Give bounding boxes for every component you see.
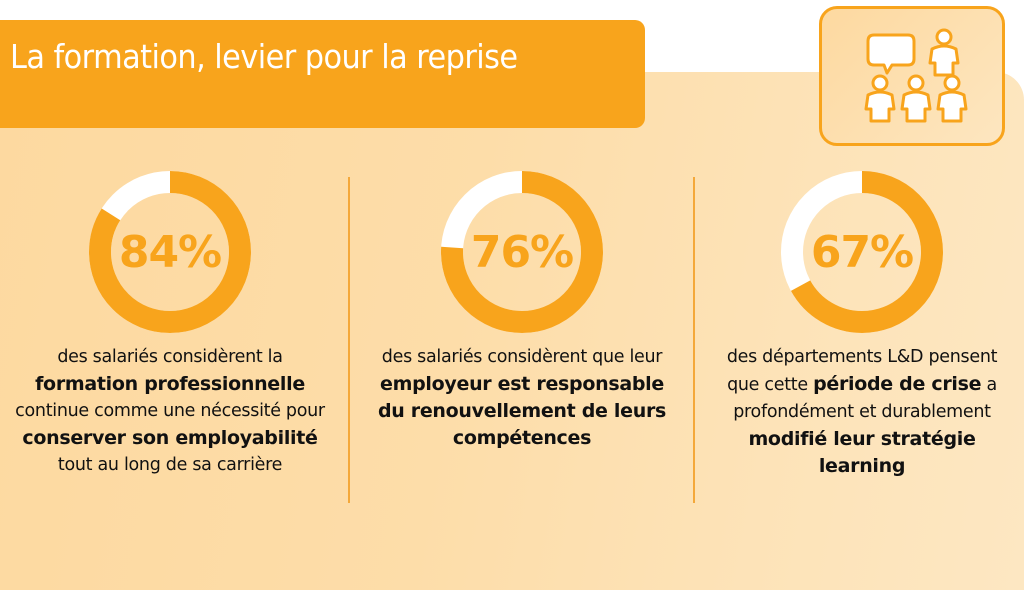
desc-text: a [981, 375, 997, 395]
stat-card-2: 76% des salariés considèrent que leur em… [352, 170, 692, 452]
stat-value: 76% [470, 226, 574, 278]
desc-text-bold: période de crise [813, 373, 982, 395]
desc-line-bold: conserver son employabilité [22, 427, 318, 449]
desc-line: continue comme une nécessité pour [15, 401, 325, 421]
desc-line-bold: formation professionnelle [35, 373, 305, 395]
donut-ring [89, 171, 251, 333]
desc-line-bold: compétences [452, 427, 592, 449]
column-divider [348, 177, 350, 503]
people-discussion-icon [864, 28, 968, 123]
desc-line: des départements L&D pensent [726, 347, 998, 367]
column-divider [693, 177, 695, 503]
stat-card-1: 84% des salariés considèrent la formatio… [0, 170, 340, 479]
stat-description: des départements L&D pensent que cette p… [692, 344, 1024, 480]
desc-line-bold: modifié leur stratégie [748, 428, 976, 450]
desc-line: profondément et durablement [733, 402, 991, 422]
desc-line-bold: du renouvellement de leurs [377, 400, 667, 422]
donut-chart-76: 76% [440, 170, 604, 334]
stat-card-3: 67% des départements L&D pensent que cet… [692, 170, 1024, 480]
desc-line-bold: learning [818, 455, 906, 477]
desc-line-bold: employeur est responsable [380, 373, 664, 395]
desc-line: des salariés considèrent la [57, 347, 283, 367]
desc-text: que cette [727, 375, 814, 395]
title-banner: La formation, levier pour la reprise [0, 20, 645, 128]
stat-value: 67% [810, 226, 914, 278]
desc-line: tout au long de sa carrière [57, 455, 283, 475]
donut-chart-67: 67% [780, 170, 944, 334]
donut-ring [441, 171, 603, 333]
page-title: La formation, levier pour la reprise [10, 37, 518, 77]
desc-line-mixed: que cette période de crise a [692, 371, 1024, 399]
stat-description: des salariés considèrent que leur employ… [352, 344, 692, 452]
stat-value: 84% [118, 226, 222, 278]
stat-description: des salariés considèrent la formation pr… [0, 344, 340, 479]
desc-line: des salariés considèrent que leur [381, 347, 663, 367]
icon-box [819, 6, 1005, 146]
donut-ring [781, 171, 943, 333]
donut-chart-84: 84% [88, 170, 252, 334]
